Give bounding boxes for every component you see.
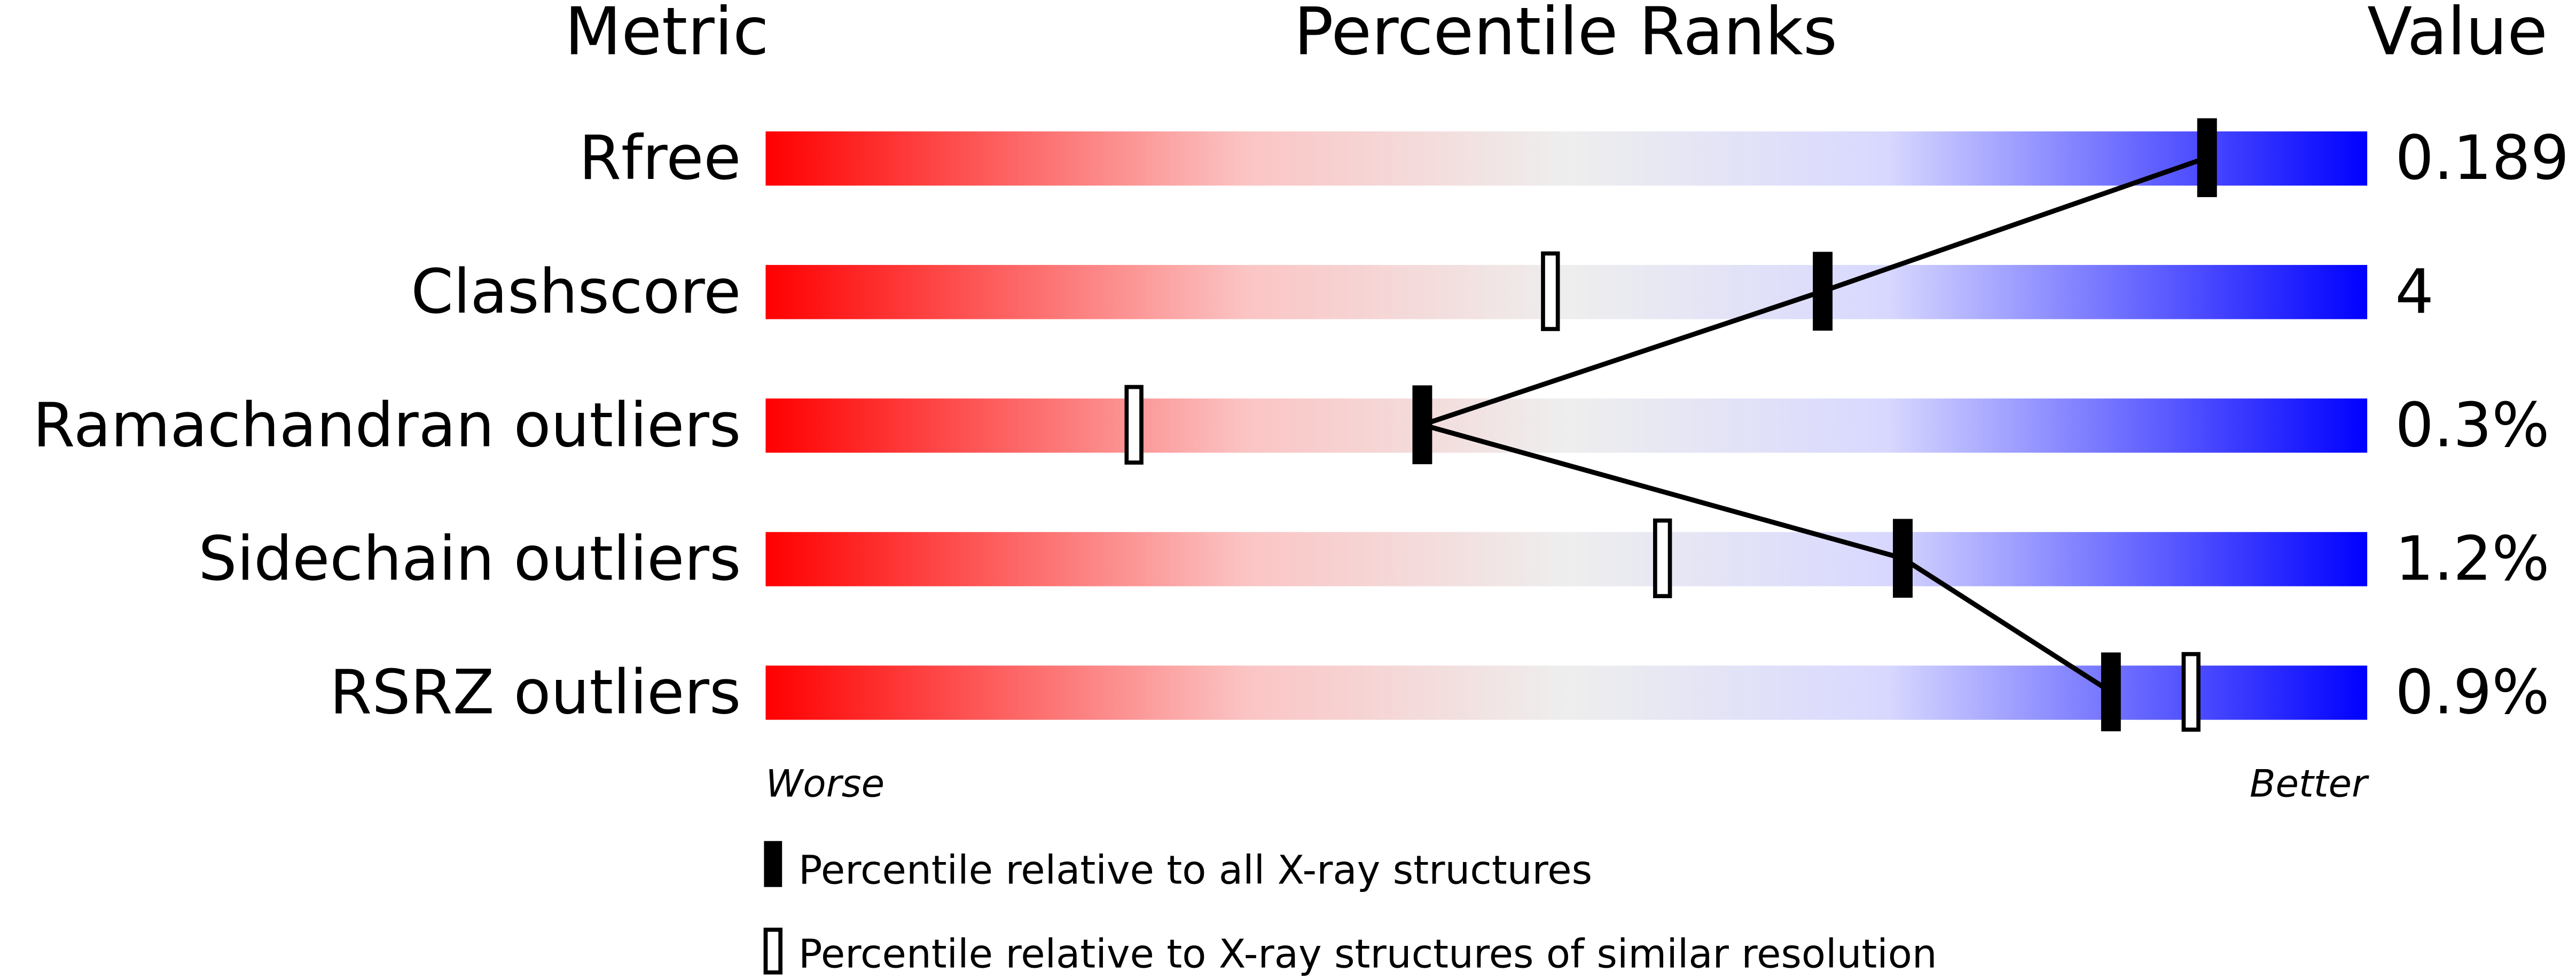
legend-label-all: Percentile relative to all X-ray structu…: [798, 848, 1592, 894]
metric-value: 0.9%: [2395, 656, 2549, 727]
metric-value: 0.189: [2395, 122, 2569, 193]
marker-all-structures: [2197, 118, 2217, 198]
header-metric: Metric: [565, 0, 769, 70]
metric-label: Clashscore: [411, 256, 741, 327]
metric-value: 0.3%: [2395, 389, 2549, 460]
metric-label: Sidechain outliers: [198, 523, 741, 594]
header-value: Value: [2367, 0, 2548, 70]
percentile-bar: [765, 398, 2368, 453]
legend-filled-marker-icon: [764, 841, 782, 887]
legend-label-similar: Percentile relative to X-ray structures …: [798, 931, 1937, 977]
legend-hollow-marker-icon: [763, 927, 783, 975]
percentile-bar: [765, 665, 2368, 720]
metric-label: RSRZ outliers: [330, 656, 741, 727]
marker-similar-resolution: [1124, 385, 1144, 465]
metric-value: 4: [2395, 256, 2433, 327]
header-percentile-ranks: Percentile Ranks: [1294, 0, 1837, 70]
marker-all-structures: [1412, 385, 1432, 465]
metric-value: 1.2%: [2395, 523, 2549, 594]
metric-label: Rfree: [579, 122, 741, 193]
marker-similar-resolution: [1653, 518, 1672, 598]
percentile-bar: [765, 532, 2368, 586]
marker-all-structures: [2101, 652, 2121, 732]
marker-all-structures: [1893, 519, 1913, 598]
percentile-bar: [765, 131, 2368, 186]
percentile-bar: [765, 265, 2368, 319]
marker-similar-resolution: [1541, 251, 1560, 331]
metric-label: Ramachandran outliers: [33, 389, 741, 460]
axis-label-worse: Worse: [765, 762, 884, 806]
marker-similar-resolution: [2181, 652, 2201, 732]
marker-all-structures: [1813, 252, 1833, 331]
axis-label-better: Better: [2250, 762, 2369, 806]
